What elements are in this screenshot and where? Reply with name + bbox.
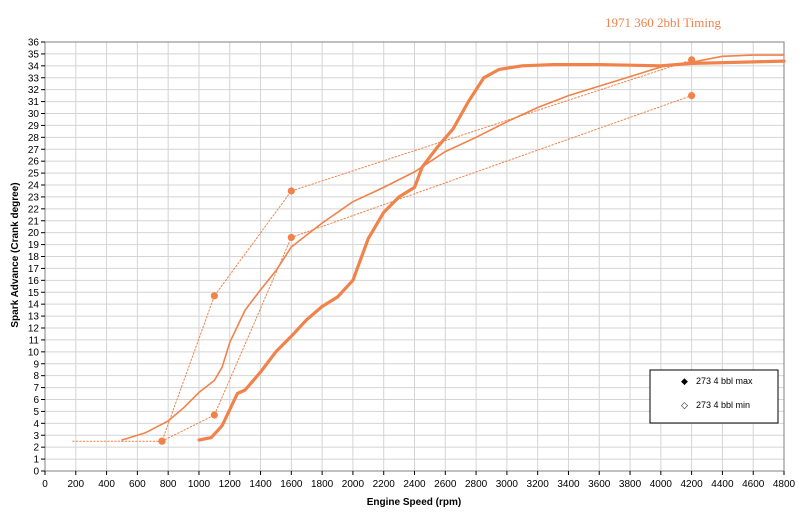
x-tick-label: 2800 xyxy=(465,479,488,490)
x-tick-label: 4600 xyxy=(742,479,765,490)
series-3-point xyxy=(688,56,696,64)
y-tick-label: 17 xyxy=(28,264,40,275)
series-4-point xyxy=(287,233,295,242)
x-tick-label: 800 xyxy=(160,479,177,490)
y-tick-label: 24 xyxy=(28,181,40,192)
y-tick-label: 27 xyxy=(28,145,40,156)
y-tick-label: 28 xyxy=(28,133,40,144)
y-tick-label: 26 xyxy=(28,157,40,168)
x-tick-label: 4000 xyxy=(650,479,673,490)
y-tick-label: 12 xyxy=(28,324,40,335)
legend-item-max: ◆ 273 4 bbl max xyxy=(681,376,753,386)
x-tick-label: 1600 xyxy=(280,479,303,490)
legend-label-max: 273 4 bbl max xyxy=(696,376,753,386)
series-3-point xyxy=(210,292,218,300)
x-tick-label: 0 xyxy=(42,479,48,490)
y-tick-label: 30 xyxy=(28,109,40,120)
y-tick-label: 7 xyxy=(33,383,39,394)
legend: ◆ 273 4 bbl max ◇ 273 4 bbl min xyxy=(649,369,779,424)
y-axis-ticks: 0123456789101112131415161718192021222324… xyxy=(28,38,45,478)
y-tick-label: 11 xyxy=(29,335,40,346)
x-tick-label: 600 xyxy=(129,479,146,490)
y-tick-label: 3 xyxy=(33,431,39,442)
y-tick-label: 36 xyxy=(28,38,40,49)
chart-title: 1971 360 2bbl Timing xyxy=(605,15,721,30)
y-tick-label: 10 xyxy=(28,347,40,358)
y-tick-label: 34 xyxy=(28,61,40,72)
x-tick-label: 400 xyxy=(98,479,115,490)
y-tick-label: 19 xyxy=(28,240,40,251)
x-tick-label: 1200 xyxy=(219,479,242,490)
series-line-4 xyxy=(161,95,693,442)
y-tick-label: 25 xyxy=(28,169,40,180)
x-tick-label: 200 xyxy=(67,479,84,490)
y-tick-label: 2 xyxy=(33,443,39,454)
series-line-3 xyxy=(72,59,693,442)
x-tick-label: 3000 xyxy=(496,479,519,490)
legend-marker-max: ◆ xyxy=(681,376,688,386)
x-tick-label: 3400 xyxy=(557,479,580,490)
x-tick-label: 1000 xyxy=(188,479,211,490)
y-tick-label: 13 xyxy=(28,312,40,323)
y-tick-label: 20 xyxy=(28,228,40,239)
y-tick-label: 8 xyxy=(33,371,39,382)
y-tick-label: 31 xyxy=(28,97,40,108)
x-tick-label: 2400 xyxy=(403,479,426,490)
y-tick-label: 23 xyxy=(28,192,40,203)
y-tick-label: 35 xyxy=(28,49,40,60)
series-line-1 xyxy=(197,59,786,442)
x-axis-label: Engine Speed (rpm) xyxy=(367,497,461,508)
y-tick-label: 22 xyxy=(28,204,40,215)
y-tick-label: 5 xyxy=(33,407,39,418)
series-layer xyxy=(72,54,786,445)
legend-label-min: 273 4 bbl min xyxy=(696,400,750,410)
x-tick-label: 2200 xyxy=(373,479,396,490)
x-axis-ticks: 0 200 400 600 800 1000 1200 1400 1600 1800 2000 220… xyxy=(42,471,796,490)
y-tick-label: 6 xyxy=(33,395,39,406)
y-tick-label: 16 xyxy=(28,276,40,287)
x-tick-label: 3800 xyxy=(619,479,642,490)
y-tick-label: 33 xyxy=(28,73,40,84)
y-tick-label: 15 xyxy=(28,288,40,299)
series-line-2 xyxy=(121,54,785,441)
x-tick-label: 4200 xyxy=(681,479,704,490)
legend-marker-min: ◇ xyxy=(681,400,688,410)
x-tick-label: 2000 xyxy=(342,479,365,490)
y-tick-label: 4 xyxy=(33,419,39,430)
y-tick-label: 14 xyxy=(28,300,40,311)
x-tick-label: 4400 xyxy=(711,479,734,490)
x-tick-label: 3200 xyxy=(527,479,550,490)
y-tick-label: 9 xyxy=(33,359,39,370)
y-tick-label: 32 xyxy=(28,85,40,96)
x-tick-label: 1400 xyxy=(249,479,272,490)
series-3-point xyxy=(287,187,295,195)
y-tick-label: 1 xyxy=(33,455,39,466)
series-4-point xyxy=(158,437,166,445)
y-tick-label: 29 xyxy=(28,121,40,132)
y-tick-label: 0 xyxy=(33,467,39,478)
x-tick-label: 3600 xyxy=(588,479,611,490)
x-tick-label: 1800 xyxy=(311,479,334,490)
y-axis-label: Spark Advance (Crank degree) xyxy=(10,182,21,327)
legend-box xyxy=(649,369,779,424)
legend-item-min: ◇ 273 4 bbl min xyxy=(681,400,750,410)
series-4-point xyxy=(688,92,696,100)
x-tick-label: 4800 xyxy=(773,479,796,490)
x-tick-label: 2600 xyxy=(434,479,457,490)
y-tick-label: 21 xyxy=(28,216,40,227)
series-4-point xyxy=(210,411,218,419)
y-tick-label: 18 xyxy=(28,252,40,263)
